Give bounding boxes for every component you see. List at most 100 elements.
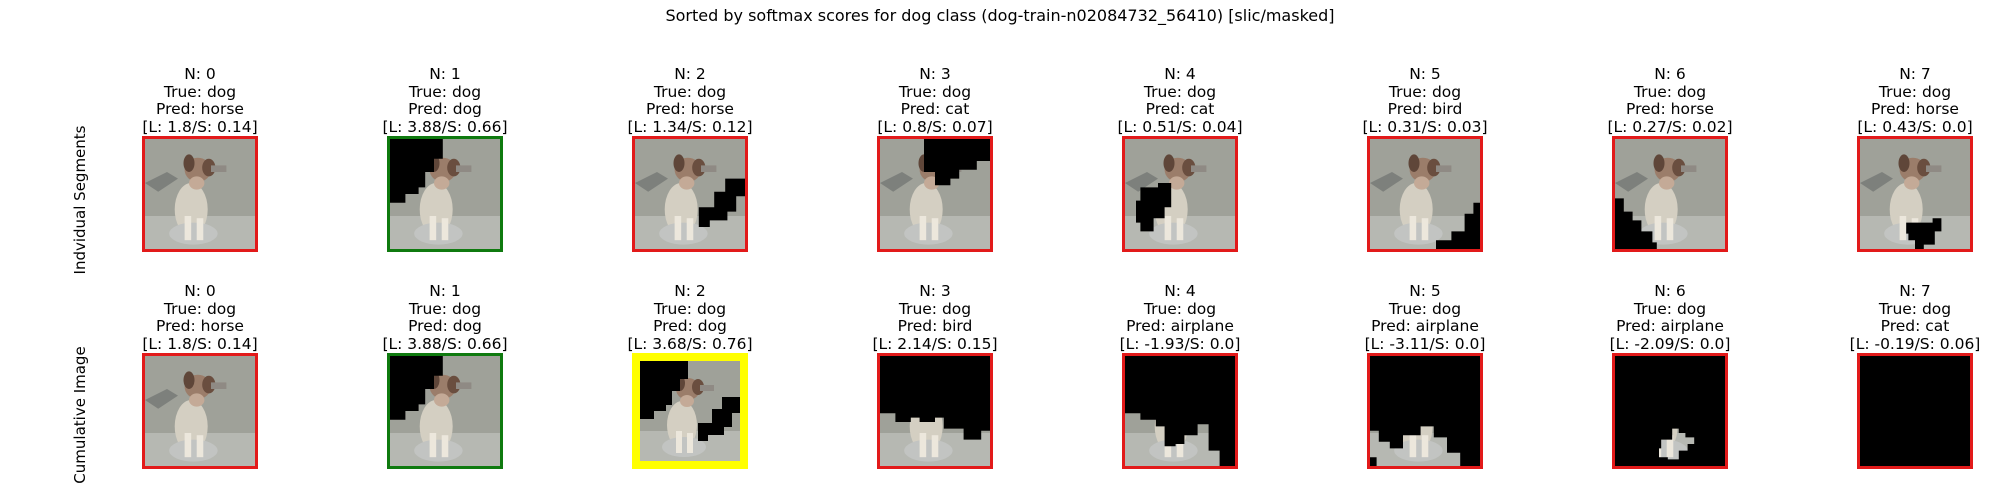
pred-label: Pred: horse [1626, 100, 1714, 118]
pred-label: Pred: dog [653, 317, 727, 335]
segment-thumbnail [1857, 353, 1973, 469]
cumulative-image-panel-4: N: 4 True: dog Pred: airplane [L: -1.93/S: … [1075, 282, 1285, 469]
panel-index: N: 0 [184, 282, 216, 300]
score-label: [L: 1.34/S: 0.12] [627, 117, 753, 136]
segment-thumbnail [632, 136, 748, 252]
cumulative-image-panel-7: N: 7 True: dog Pred: cat [L: -0.19/S: 0.06] [1810, 282, 2000, 469]
individual-segments-panel-0: N: 0 True: dog Pred: horse [L: 1.8/S: 0.14] [95, 65, 305, 252]
panel-index: N: 4 [1164, 65, 1196, 83]
cumulative-image-panel-5: N: 5 True: dog Pred: airplane [L: -3.11/S: … [1320, 282, 1530, 469]
panel-title: N: 0 True: dog Pred: horse [L: 1.8/S: 0.14] [95, 65, 305, 136]
score-label: [L: 1.8/S: 0.14] [142, 334, 258, 353]
true-label: True: dog [1143, 82, 1217, 101]
panel-index: N: 6 [1654, 282, 1686, 300]
individual-segments-panel-6: N: 6 True: dog Pred: horse [L: 0.27/S: 0.02… [1565, 65, 1775, 252]
pred-label: Pred: horse [156, 317, 244, 335]
pred-label: Pred: horse [646, 100, 734, 118]
dog-image [880, 139, 990, 249]
dog-image [1615, 139, 1725, 249]
pred-label: Pred: dog [408, 317, 482, 335]
score-label: [L: 3.68/S: 0.76] [627, 334, 753, 353]
true-label: True: dog [653, 82, 727, 101]
panel-title: N: 1 True: dog Pred: dog [L: 3.88/S: 0.66] [340, 282, 550, 353]
panel-index: N: 6 [1654, 65, 1686, 83]
score-label: [L: 1.8/S: 0.14] [142, 117, 258, 136]
individual-segments-panel-4: N: 4 True: dog Pred: cat [L: 0.51/S: 0.04] [1075, 65, 1285, 252]
dog-image [390, 139, 500, 249]
true-label: True: dog [1633, 82, 1707, 101]
panel-title: N: 2 True: dog Pred: horse [L: 1.34/S: 0.12… [585, 65, 795, 136]
score-label: [L: -1.93/S: 0.0] [1119, 334, 1241, 353]
pred-label: Pred: bird [1387, 100, 1463, 118]
panel-title: N: 3 True: dog Pred: bird [L: 2.14/S: 0.15] [830, 282, 1040, 353]
pred-label: Pred: cat [1880, 317, 1950, 335]
panel-index: N: 3 [919, 282, 951, 300]
panel-title: N: 5 True: dog Pred: airplane [L: -3.11/S: … [1320, 282, 1530, 353]
pred-label: Pred: airplane [1371, 317, 1479, 335]
segment-thumbnail [632, 353, 748, 469]
panel-index: N: 5 [1409, 282, 1441, 300]
score-label: [L: -2.09/S: 0.0] [1609, 334, 1731, 353]
panel-title: N: 7 True: dog Pred: cat [L: -0.19/S: 0.06] [1810, 282, 2000, 353]
panel-title: N: 0 True: dog Pred: horse [L: 1.8/S: 0.14] [95, 282, 305, 353]
true-label: True: dog [1388, 299, 1462, 318]
panel-index: N: 1 [429, 65, 461, 83]
pred-label: Pred: bird [897, 317, 973, 335]
true-label: True: dog [1878, 299, 1952, 318]
dog-image [1370, 139, 1480, 249]
score-label: [L: 3.88/S: 0.66] [382, 117, 508, 136]
dog-image [1860, 139, 1970, 249]
score-label: [L: 3.88/S: 0.66] [382, 334, 508, 353]
panel-title: N: 1 True: dog Pred: dog [L: 3.88/S: 0.66] [340, 65, 550, 136]
panel-title: N: 6 True: dog Pred: horse [L: 0.27/S: 0.02… [1565, 65, 1775, 136]
segment-thumbnail [1612, 353, 1728, 469]
pred-label: Pred: cat [1145, 100, 1215, 118]
pred-label: Pred: airplane [1126, 317, 1234, 335]
dog-image [640, 361, 740, 461]
dog-image [1125, 356, 1235, 466]
true-label: True: dog [163, 82, 237, 101]
true-label: True: dog [898, 299, 972, 318]
score-label: [L: 0.43/S: 0.0] [1857, 117, 1973, 136]
panel-title: N: 6 True: dog Pred: airplane [L: -2.09/S: … [1565, 282, 1775, 353]
true-label: True: dog [1143, 299, 1217, 318]
individual-segments-panel-3: N: 3 True: dog Pred: cat [L: 0.8/S: 0.07] [830, 65, 1040, 252]
segment-thumbnail [1122, 136, 1238, 252]
segment-thumbnail [387, 353, 503, 469]
pred-label: Pred: dog [408, 100, 482, 118]
dog-image [1370, 356, 1480, 466]
cumulative-image-panel-2: N: 2 True: dog Pred: dog [L: 3.68/S: 0.76] [585, 282, 795, 469]
individual-segments-panel-1: N: 1 True: dog Pred: dog [L: 3.88/S: 0.66] [340, 65, 550, 252]
true-label: True: dog [898, 82, 972, 101]
panel-index: N: 2 [674, 65, 706, 83]
score-label: [L: 0.27/S: 0.02] [1607, 117, 1733, 136]
true-label: True: dog [1388, 82, 1462, 101]
segment-thumbnail [1857, 136, 1973, 252]
segment-thumbnail [877, 353, 993, 469]
panel-index: N: 7 [1899, 65, 1931, 83]
segment-thumbnail [387, 136, 503, 252]
panel-title: N: 2 True: dog Pred: dog [L: 3.68/S: 0.76] [585, 282, 795, 353]
true-label: True: dog [1633, 299, 1707, 318]
dog-image [1615, 356, 1725, 466]
true-label: True: dog [653, 299, 727, 318]
panel-title: N: 4 True: dog Pred: cat [L: 0.51/S: 0.04] [1075, 65, 1285, 136]
segment-thumbnail [1367, 353, 1483, 469]
panel-index: N: 1 [429, 282, 461, 300]
dog-image [880, 356, 990, 466]
individual-segments-panel-7: N: 7 True: dog Pred: horse [L: 0.43/S: 0.0] [1810, 65, 2000, 252]
panel-title: N: 7 True: dog Pred: horse [L: 0.43/S: 0.0] [1810, 65, 2000, 136]
cumulative-image-panel-6: N: 6 True: dog Pred: airplane [L: -2.09/S: … [1565, 282, 1775, 469]
dog-image [1125, 139, 1235, 249]
panel-index: N: 2 [674, 282, 706, 300]
cumulative-image-panel-0: N: 0 True: dog Pred: horse [L: 1.8/S: 0.14] [95, 282, 305, 469]
score-label: [L: -0.19/S: 0.06] [1849, 334, 1981, 353]
score-label: [L: 0.31/S: 0.03] [1362, 117, 1488, 136]
score-label: [L: -3.11/S: 0.0] [1364, 334, 1486, 353]
segment-thumbnail [1612, 136, 1728, 252]
dog-image [635, 139, 745, 249]
individual-segments-panel-5: N: 5 True: dog Pred: bird [L: 0.31/S: 0.03] [1320, 65, 1530, 252]
panel-title: N: 5 True: dog Pred: bird [L: 0.31/S: 0.03] [1320, 65, 1530, 136]
pred-label: Pred: cat [900, 100, 970, 118]
figure-title: Sorted by softmax scores for dog class (… [665, 6, 1335, 25]
